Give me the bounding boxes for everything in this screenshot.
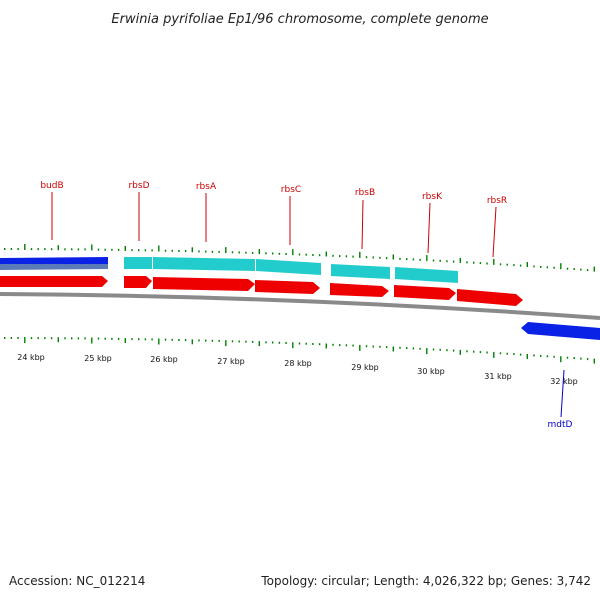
tick-row-lower — [3, 337, 595, 364]
gene-label-mdtD[interactable]: mdtD — [548, 420, 573, 430]
cyan-feature-2[interactable] — [153, 257, 255, 271]
gene-arrow-rbsB[interactable] — [330, 283, 389, 297]
kbp-label: 32 kbp — [550, 377, 578, 386]
tick-row-upper — [3, 244, 595, 272]
leader-rbsB — [361, 199, 364, 250]
cyan-feature-3[interactable] — [256, 259, 321, 275]
accession-text: Accession: NC_012214 — [9, 574, 145, 588]
gene-arrow-rbsR[interactable] — [457, 289, 523, 306]
gene-label-budB[interactable]: budB — [40, 181, 63, 191]
kbp-label: 25 kbp — [84, 354, 112, 363]
kbp-label: 28 kbp — [284, 359, 312, 368]
gene-label-rbsK[interactable]: rbsK — [422, 192, 443, 202]
kbp-label: 31 kbp — [484, 372, 512, 381]
blue-feature-shadow — [0, 264, 108, 270]
kbp-label: 29 kbp — [351, 363, 379, 372]
gene-label-rbsD[interactable]: rbsD — [128, 181, 149, 191]
leader-rbsR — [492, 206, 497, 258]
gene-label-rbsR[interactable]: rbsR — [487, 196, 507, 206]
cyan-feature-1[interactable] — [124, 257, 152, 269]
chromosome-backbone — [0, 292, 600, 320]
kbp-scale: 24 kbp 25 kbp 26 kbp 27 kbp 28 kbp 29 kb… — [17, 353, 578, 386]
gene-arrow-mdtD[interactable] — [521, 322, 600, 340]
gene-arrow-rbsD[interactable] — [124, 276, 152, 288]
gene-labels: budB rbsD rbsA rbsC rbsB rbsK rbsR mdtD — [40, 181, 572, 430]
gene-arrow-rbsK[interactable] — [394, 285, 456, 300]
genome-summary-text: Topology: circular; Length: 4,026,322 bp… — [260, 574, 591, 588]
feature-track — [0, 257, 600, 340]
kbp-label: 27 kbp — [217, 357, 245, 366]
gene-arrow-rbsA[interactable] — [153, 277, 255, 291]
cyan-feature-5[interactable] — [395, 267, 458, 283]
cyan-feature-4[interactable] — [331, 264, 390, 279]
kbp-label: 26 kbp — [150, 355, 178, 364]
blue-feature-upper[interactable] — [0, 257, 108, 266]
gene-label-rbsC[interactable]: rbsC — [281, 185, 301, 195]
map-title: Erwinia pyrifoliae Ep1/96 chromosome, co… — [111, 12, 488, 27]
kbp-label: 30 kbp — [417, 367, 445, 376]
gene-arrow-rbsC[interactable] — [255, 280, 320, 294]
kbp-label: 24 kbp — [17, 353, 45, 362]
leader-mdtD — [560, 369, 565, 418]
gene-label-rbsB[interactable]: rbsB — [355, 188, 375, 198]
gene-label-rbsA[interactable]: rbsA — [196, 182, 217, 192]
gene-arrow-budB[interactable] — [0, 276, 108, 287]
leader-rbsK — [427, 202, 431, 254]
